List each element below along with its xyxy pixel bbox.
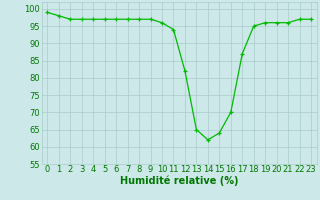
X-axis label: Humidité relative (%): Humidité relative (%) — [120, 176, 238, 186]
